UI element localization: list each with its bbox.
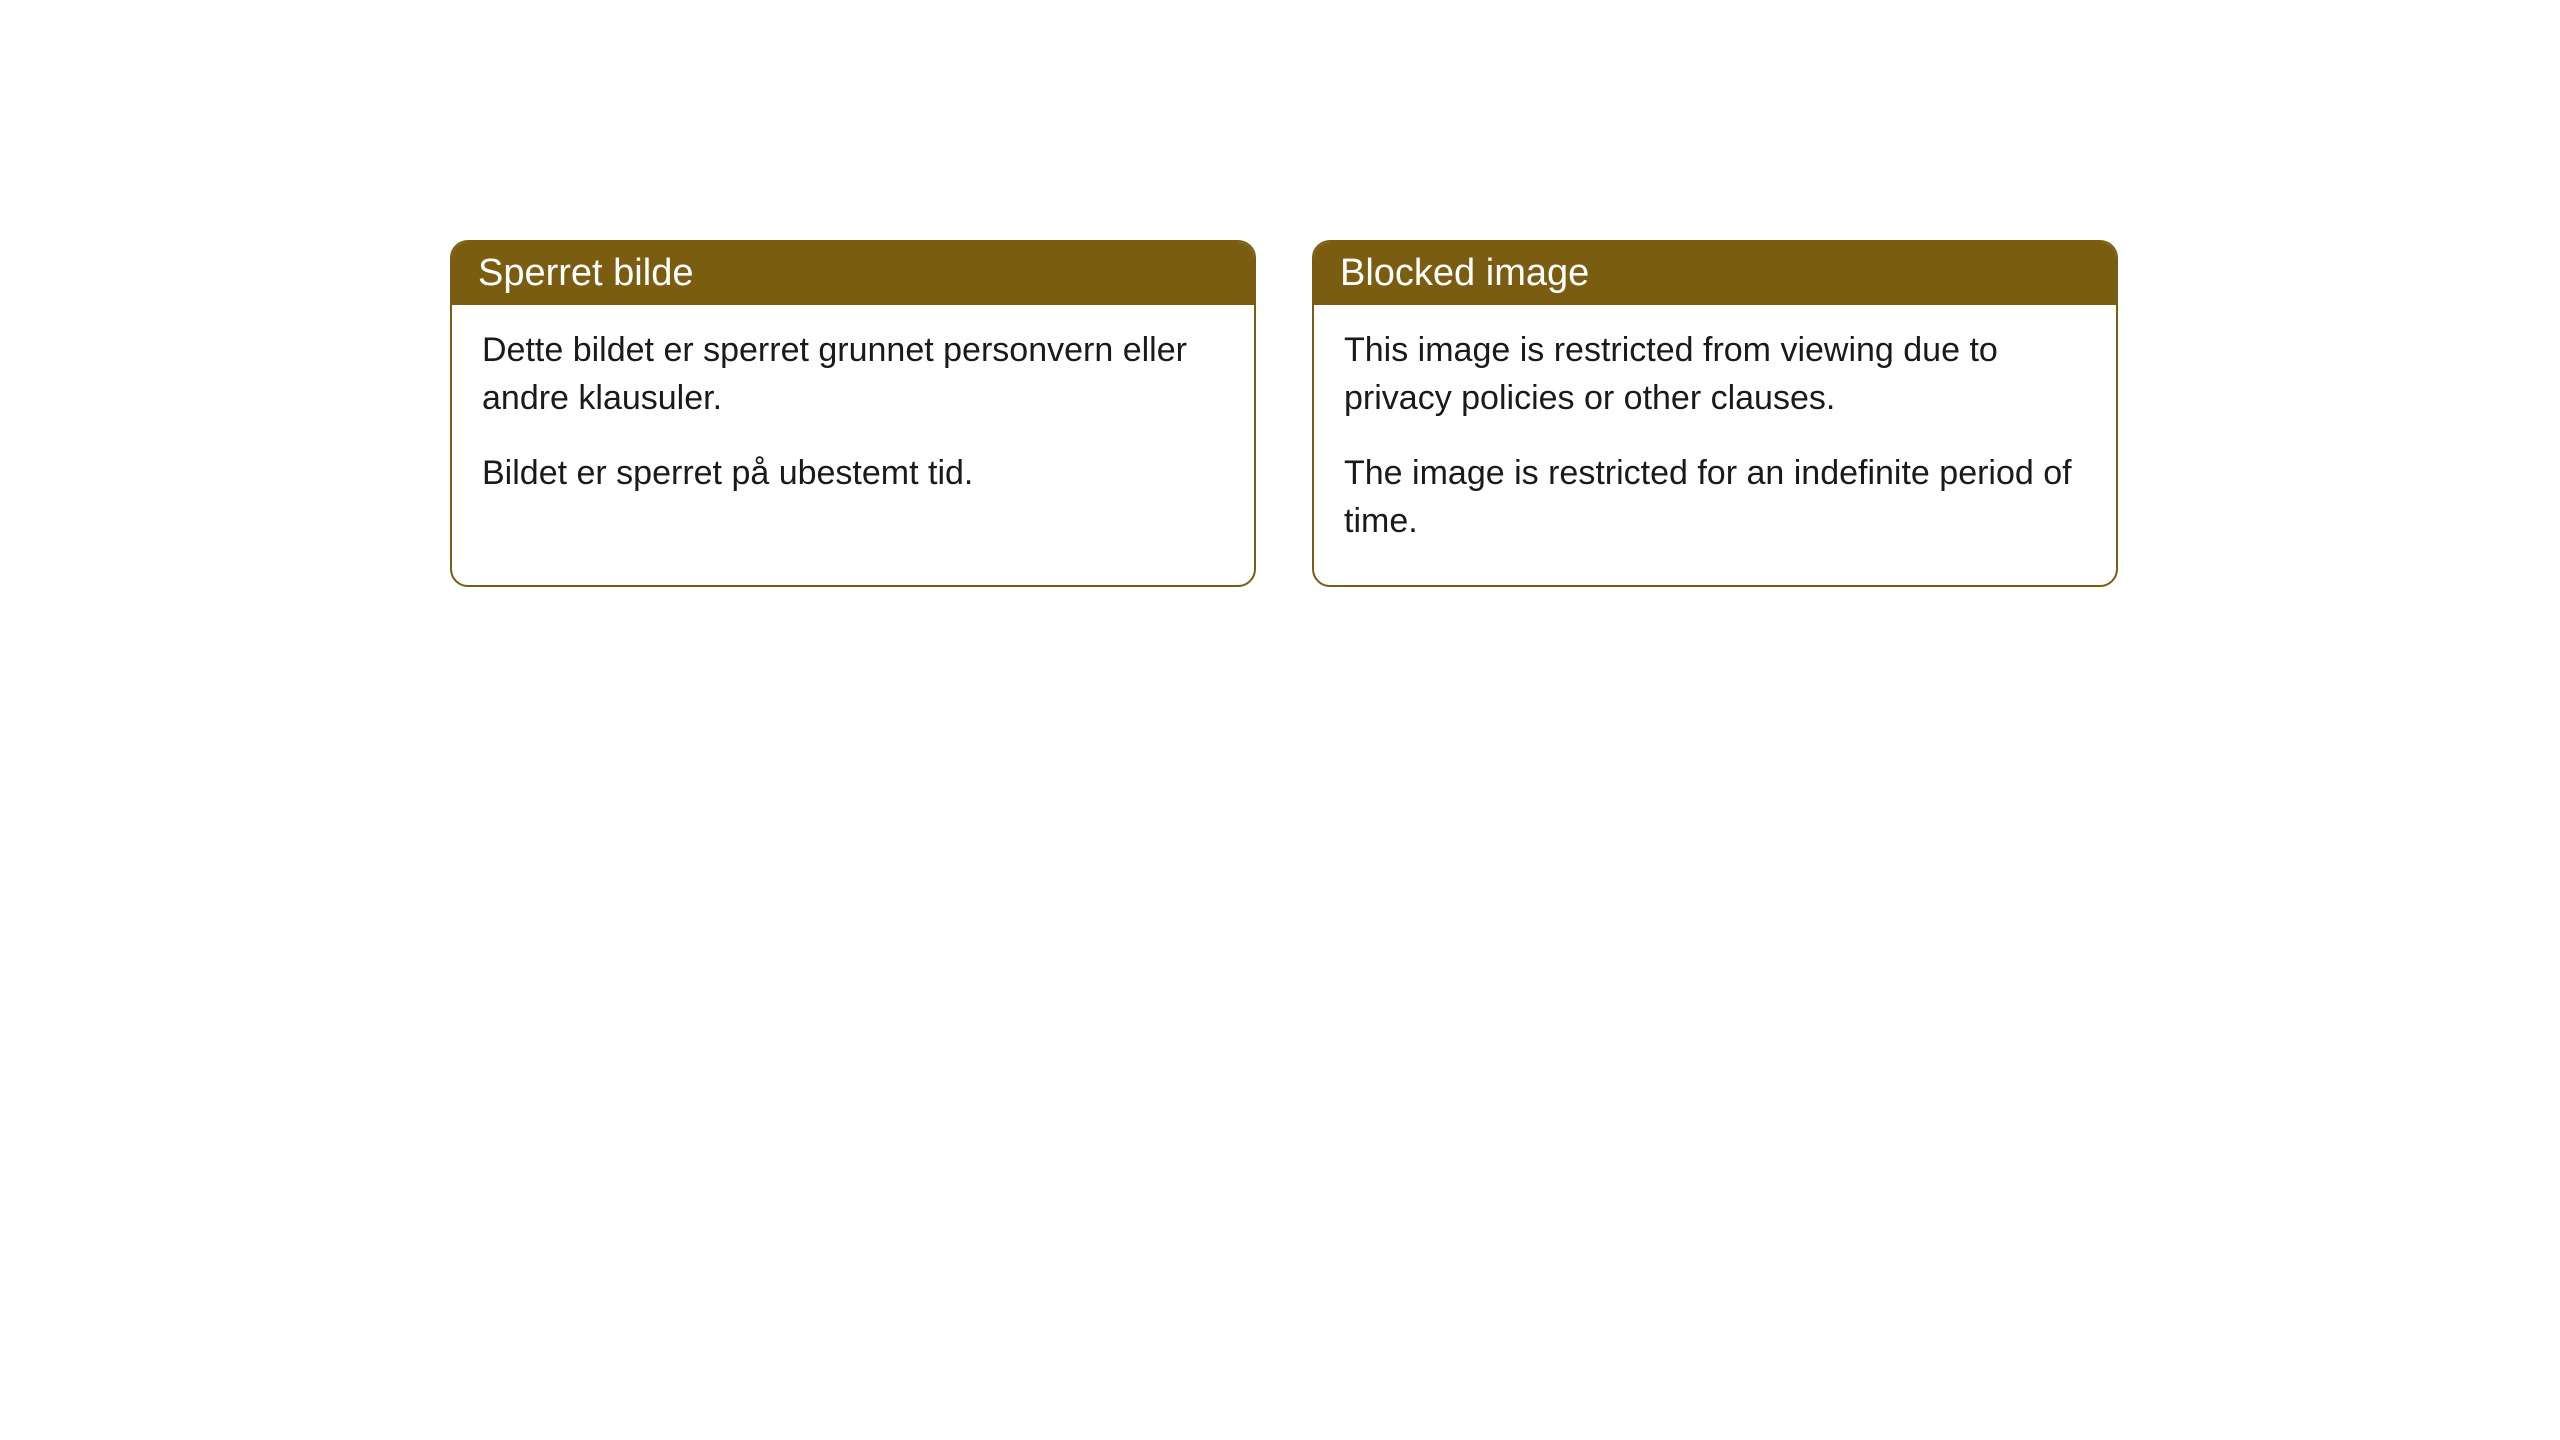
notice-cards-container: Sperret bilde Dette bildet er sperret gr… xyxy=(450,240,2118,587)
card-title: Blocked image xyxy=(1340,252,1589,294)
card-body-english: This image is restricted from viewing du… xyxy=(1314,305,2116,585)
card-title: Sperret bilde xyxy=(478,252,693,294)
notice-card-norwegian: Sperret bilde Dette bildet er sperret gr… xyxy=(450,240,1256,587)
card-header-english: Blocked image xyxy=(1314,242,2116,305)
notice-paragraph: This image is restricted from viewing du… xyxy=(1344,327,2086,422)
notice-paragraph: Bildet er sperret på ubestemt tid. xyxy=(482,450,1224,498)
notice-paragraph: The image is restricted for an indefinit… xyxy=(1344,450,2086,545)
notice-card-english: Blocked image This image is restricted f… xyxy=(1312,240,2118,587)
notice-paragraph: Dette bildet er sperret grunnet personve… xyxy=(482,327,1224,422)
card-header-norwegian: Sperret bilde xyxy=(452,242,1254,305)
card-body-norwegian: Dette bildet er sperret grunnet personve… xyxy=(452,305,1254,538)
